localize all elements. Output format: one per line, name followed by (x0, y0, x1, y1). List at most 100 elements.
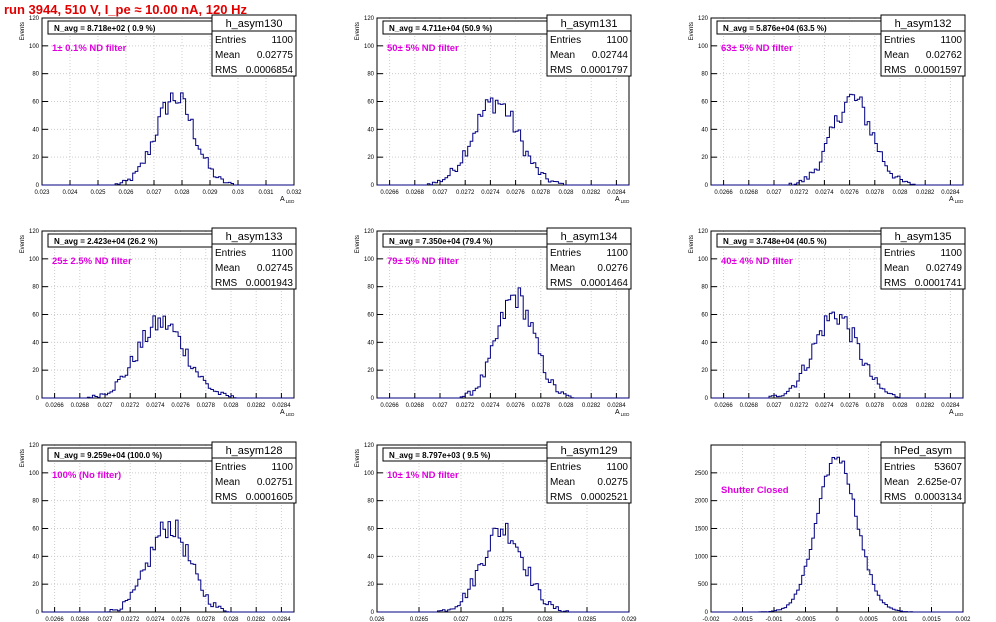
x-tick-label: 0.027 (97, 403, 113, 409)
x-tick-label: 0.028 (558, 190, 574, 196)
x-tick-label: 0.027 (432, 190, 448, 196)
y-tick-label: 20 (367, 582, 374, 588)
y-axis-label: Events (355, 235, 361, 253)
stats-label-mean: Mean (884, 477, 909, 488)
page-title: run 3944, 510 V, I_pe ≈ 10.00 nA, 120 Hz (4, 2, 247, 17)
y-tick-label: 0 (371, 183, 375, 189)
y-tick-label: 500 (698, 582, 709, 588)
y-tick-label: 0 (36, 183, 40, 189)
filter-annotation: 79± 5% ND filter (387, 256, 459, 267)
x-tick-label: 0.028 (892, 403, 908, 409)
x-tick-label: 0.0272 (121, 617, 140, 622)
y-axis-label: Events (20, 449, 26, 467)
histogram-line (377, 522, 629, 613)
x-tick-label: 0.0282 (247, 617, 266, 622)
stats-name: h_asym128 (226, 445, 283, 457)
histogram-line (42, 315, 294, 399)
y-tick-label: 1000 (695, 554, 709, 560)
stats-box (880, 14, 966, 77)
histogram-panel-h_asym130: 0.023 0.024 0.025 0.026 0.027 0.028 0.029 0.03 0… (20, 14, 302, 204)
stats-box (880, 227, 966, 290)
x-axis-label: ALED (949, 196, 964, 204)
stats-value-mean: 2.625e-07 (917, 477, 962, 488)
stats-value-rms: 0.0001597 (915, 65, 963, 76)
stats-label-rms: RMS (215, 65, 238, 76)
filter-annotation: 10± 1% ND filter (387, 470, 459, 481)
histogram-title: N_avg = 2.423e+04 (26.2 %) (54, 237, 158, 246)
y-tick-label: 60 (32, 100, 39, 106)
x-tick-label: 0.0276 (171, 617, 190, 622)
stats-label-entries: Entries (550, 35, 581, 46)
stats-value-entries: 1100 (606, 35, 628, 46)
histogram-panel-h_asym134: 0.0266 0.0268 0.027 0.0272 0.0274 0.0276 0.027… (355, 227, 632, 417)
y-tick-label: 0 (705, 610, 709, 616)
x-tick-label: 0.028 (223, 617, 239, 622)
stats-label-mean: Mean (215, 477, 240, 488)
y-tick-label: 120 (364, 229, 375, 235)
y-tick-label: 20 (367, 155, 374, 161)
histogram-line (711, 93, 963, 186)
stats-box (546, 441, 632, 504)
stats-label-rms: RMS (884, 65, 907, 76)
y-tick-label: 60 (701, 313, 708, 319)
x-tick-label: 0.0272 (790, 190, 809, 196)
stats-value-rms: 0.0002521 (581, 492, 629, 503)
y-tick-label: 120 (364, 16, 375, 22)
x-axis-label: ALED (280, 196, 295, 204)
x-tick-label: 0.028 (558, 403, 574, 409)
y-tick-label: 40 (701, 340, 708, 346)
x-tick-label: 0.026 (369, 617, 385, 622)
filter-annotation: 100% (No filter) (52, 470, 121, 481)
stats-box (211, 14, 297, 77)
x-tick-label: 0.027 (766, 403, 782, 409)
stats-value-entries: 53607 (934, 462, 962, 473)
stats-value-mean: 0.02749 (926, 263, 963, 274)
y-tick-label: 100 (364, 257, 375, 263)
stats-label-rms: RMS (550, 65, 573, 76)
y-tick-label: 120 (29, 229, 40, 235)
stats-box (546, 14, 632, 77)
stats-value-rms: 0.0001741 (915, 278, 963, 289)
y-axis-label: Events (355, 22, 361, 40)
filter-annotation: 50± 5% ND filter (387, 43, 459, 54)
stats-label-rms: RMS (884, 278, 907, 289)
stats-name: h_asym135 (895, 231, 952, 243)
stats-label-entries: Entries (884, 462, 915, 473)
histogram-title: N_avg = 9.259e+04 (100.0 %) (54, 451, 162, 460)
x-tick-label: 0.0276 (171, 403, 190, 409)
y-tick-label: 100 (29, 44, 40, 50)
y-tick-label: 20 (701, 368, 708, 374)
x-tick-label: 0.0268 (406, 190, 425, 196)
x-tick-label: 0.0268 (740, 190, 759, 196)
x-tick-label: 0.0266 (380, 190, 399, 196)
x-tick-label: -0.0015 (732, 617, 753, 622)
y-tick-label: 40 (367, 127, 374, 133)
x-tick-label: 0.0266 (380, 403, 399, 409)
stats-label-mean: Mean (884, 50, 909, 61)
histogram-line (42, 92, 294, 186)
stats-label-mean: Mean (884, 263, 909, 274)
x-tick-label: 0.027 (146, 190, 162, 196)
histogram-panel-h_asym132: 0.0266 0.0268 0.027 0.0272 0.0274 0.0276 0.027… (689, 14, 966, 204)
x-tick-label: 0.0268 (71, 617, 90, 622)
x-tick-label: 0.0272 (456, 190, 475, 196)
stats-value-mean: 0.02775 (257, 50, 294, 61)
x-tick-label: 0.0274 (481, 403, 500, 409)
histogram-title: N_avg = 4.711e+04 (50.9 %) (389, 24, 493, 33)
x-tick-label: -0.0005 (795, 617, 816, 622)
stats-box (880, 441, 966, 504)
x-tick-label: 0.0268 (406, 403, 425, 409)
stats-value-entries: 1100 (940, 35, 962, 46)
x-tick-label: 0.0276 (506, 190, 525, 196)
stats-label-entries: Entries (550, 462, 581, 473)
x-tick-label: 0.0282 (247, 403, 266, 409)
stats-label-mean: Mean (215, 50, 240, 61)
stats-label-rms: RMS (215, 278, 238, 289)
y-tick-label: 40 (367, 340, 374, 346)
y-tick-label: 80 (701, 72, 708, 78)
y-tick-label: 0 (705, 183, 709, 189)
stats-value-mean: 0.02762 (926, 50, 963, 61)
x-tick-label: 0.0282 (582, 403, 601, 409)
stats-label-entries: Entries (884, 35, 915, 46)
y-tick-label: 80 (32, 499, 39, 505)
